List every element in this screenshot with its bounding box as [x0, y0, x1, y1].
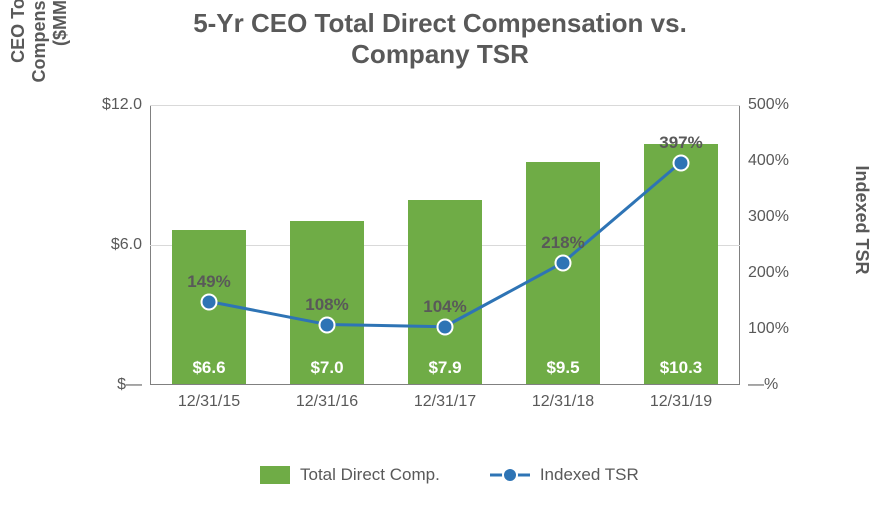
x-tick-label: 12/31/18	[532, 385, 594, 411]
y-left-tick-label: $6.0	[111, 236, 150, 254]
bar-value-label: $9.5	[526, 358, 599, 378]
line-marker	[201, 293, 218, 310]
chart-container: 5-Yr CEO Total Direct Compensation vs. C…	[0, 0, 880, 520]
line-value-label: 108%	[305, 295, 348, 315]
bar-value-label: $7.9	[408, 358, 481, 378]
bar: $7.9	[408, 200, 481, 384]
legend-swatch-line	[490, 466, 530, 484]
bar-value-label: $6.6	[172, 358, 245, 378]
plot-area: $—$6.0$12.0—%100%200%300%400%500%$6.612/…	[150, 105, 740, 385]
bar: $9.5	[526, 162, 599, 384]
bar-value-label: $10.3	[644, 358, 717, 378]
line-marker	[673, 154, 690, 171]
gridline	[150, 105, 740, 106]
legend: Total Direct Comp. Indexed TSR	[260, 465, 639, 485]
line-marker	[319, 316, 336, 333]
line-value-label: 218%	[541, 233, 584, 253]
x-tick-label: 12/31/15	[178, 385, 240, 411]
line-value-label: 149%	[187, 272, 230, 292]
y-left-tick-label: $—	[117, 376, 150, 394]
y-left-axis-title: CEO Total Compensation ($MM)	[8, 0, 71, 150]
legend-label-line: Indexed TSR	[540, 465, 639, 485]
line-value-label: 104%	[423, 297, 466, 317]
line-marker	[437, 318, 454, 335]
legend-item-bars: Total Direct Comp.	[260, 465, 440, 485]
chart-title-line1: 5-Yr CEO Total Direct Compensation vs.	[0, 8, 880, 39]
y-right-tick-label: 500%	[740, 96, 789, 114]
line-value-label: 397%	[659, 133, 702, 153]
y-right-axis-title: Indexed TSR	[851, 90, 872, 350]
legend-swatch-bar	[260, 466, 290, 484]
x-tick-label: 12/31/16	[296, 385, 358, 411]
chart-title: 5-Yr CEO Total Direct Compensation vs. C…	[0, 8, 880, 70]
bar-value-label: $7.0	[290, 358, 363, 378]
y-right-tick-label: —%	[740, 376, 778, 394]
chart-title-line2: Company TSR	[0, 39, 880, 70]
y-right-tick-label: 100%	[740, 320, 789, 338]
y-right-tick-label: 200%	[740, 264, 789, 282]
y-left-tick-label: $12.0	[102, 96, 150, 114]
x-tick-label: 12/31/19	[650, 385, 712, 411]
line-marker	[555, 254, 572, 271]
x-tick-label: 12/31/17	[414, 385, 476, 411]
y-right-tick-label: 300%	[740, 208, 789, 226]
legend-item-line: Indexed TSR	[490, 465, 639, 485]
y-right-tick-label: 400%	[740, 152, 789, 170]
legend-label-bars: Total Direct Comp.	[300, 465, 440, 485]
bar: $10.3	[644, 144, 717, 384]
